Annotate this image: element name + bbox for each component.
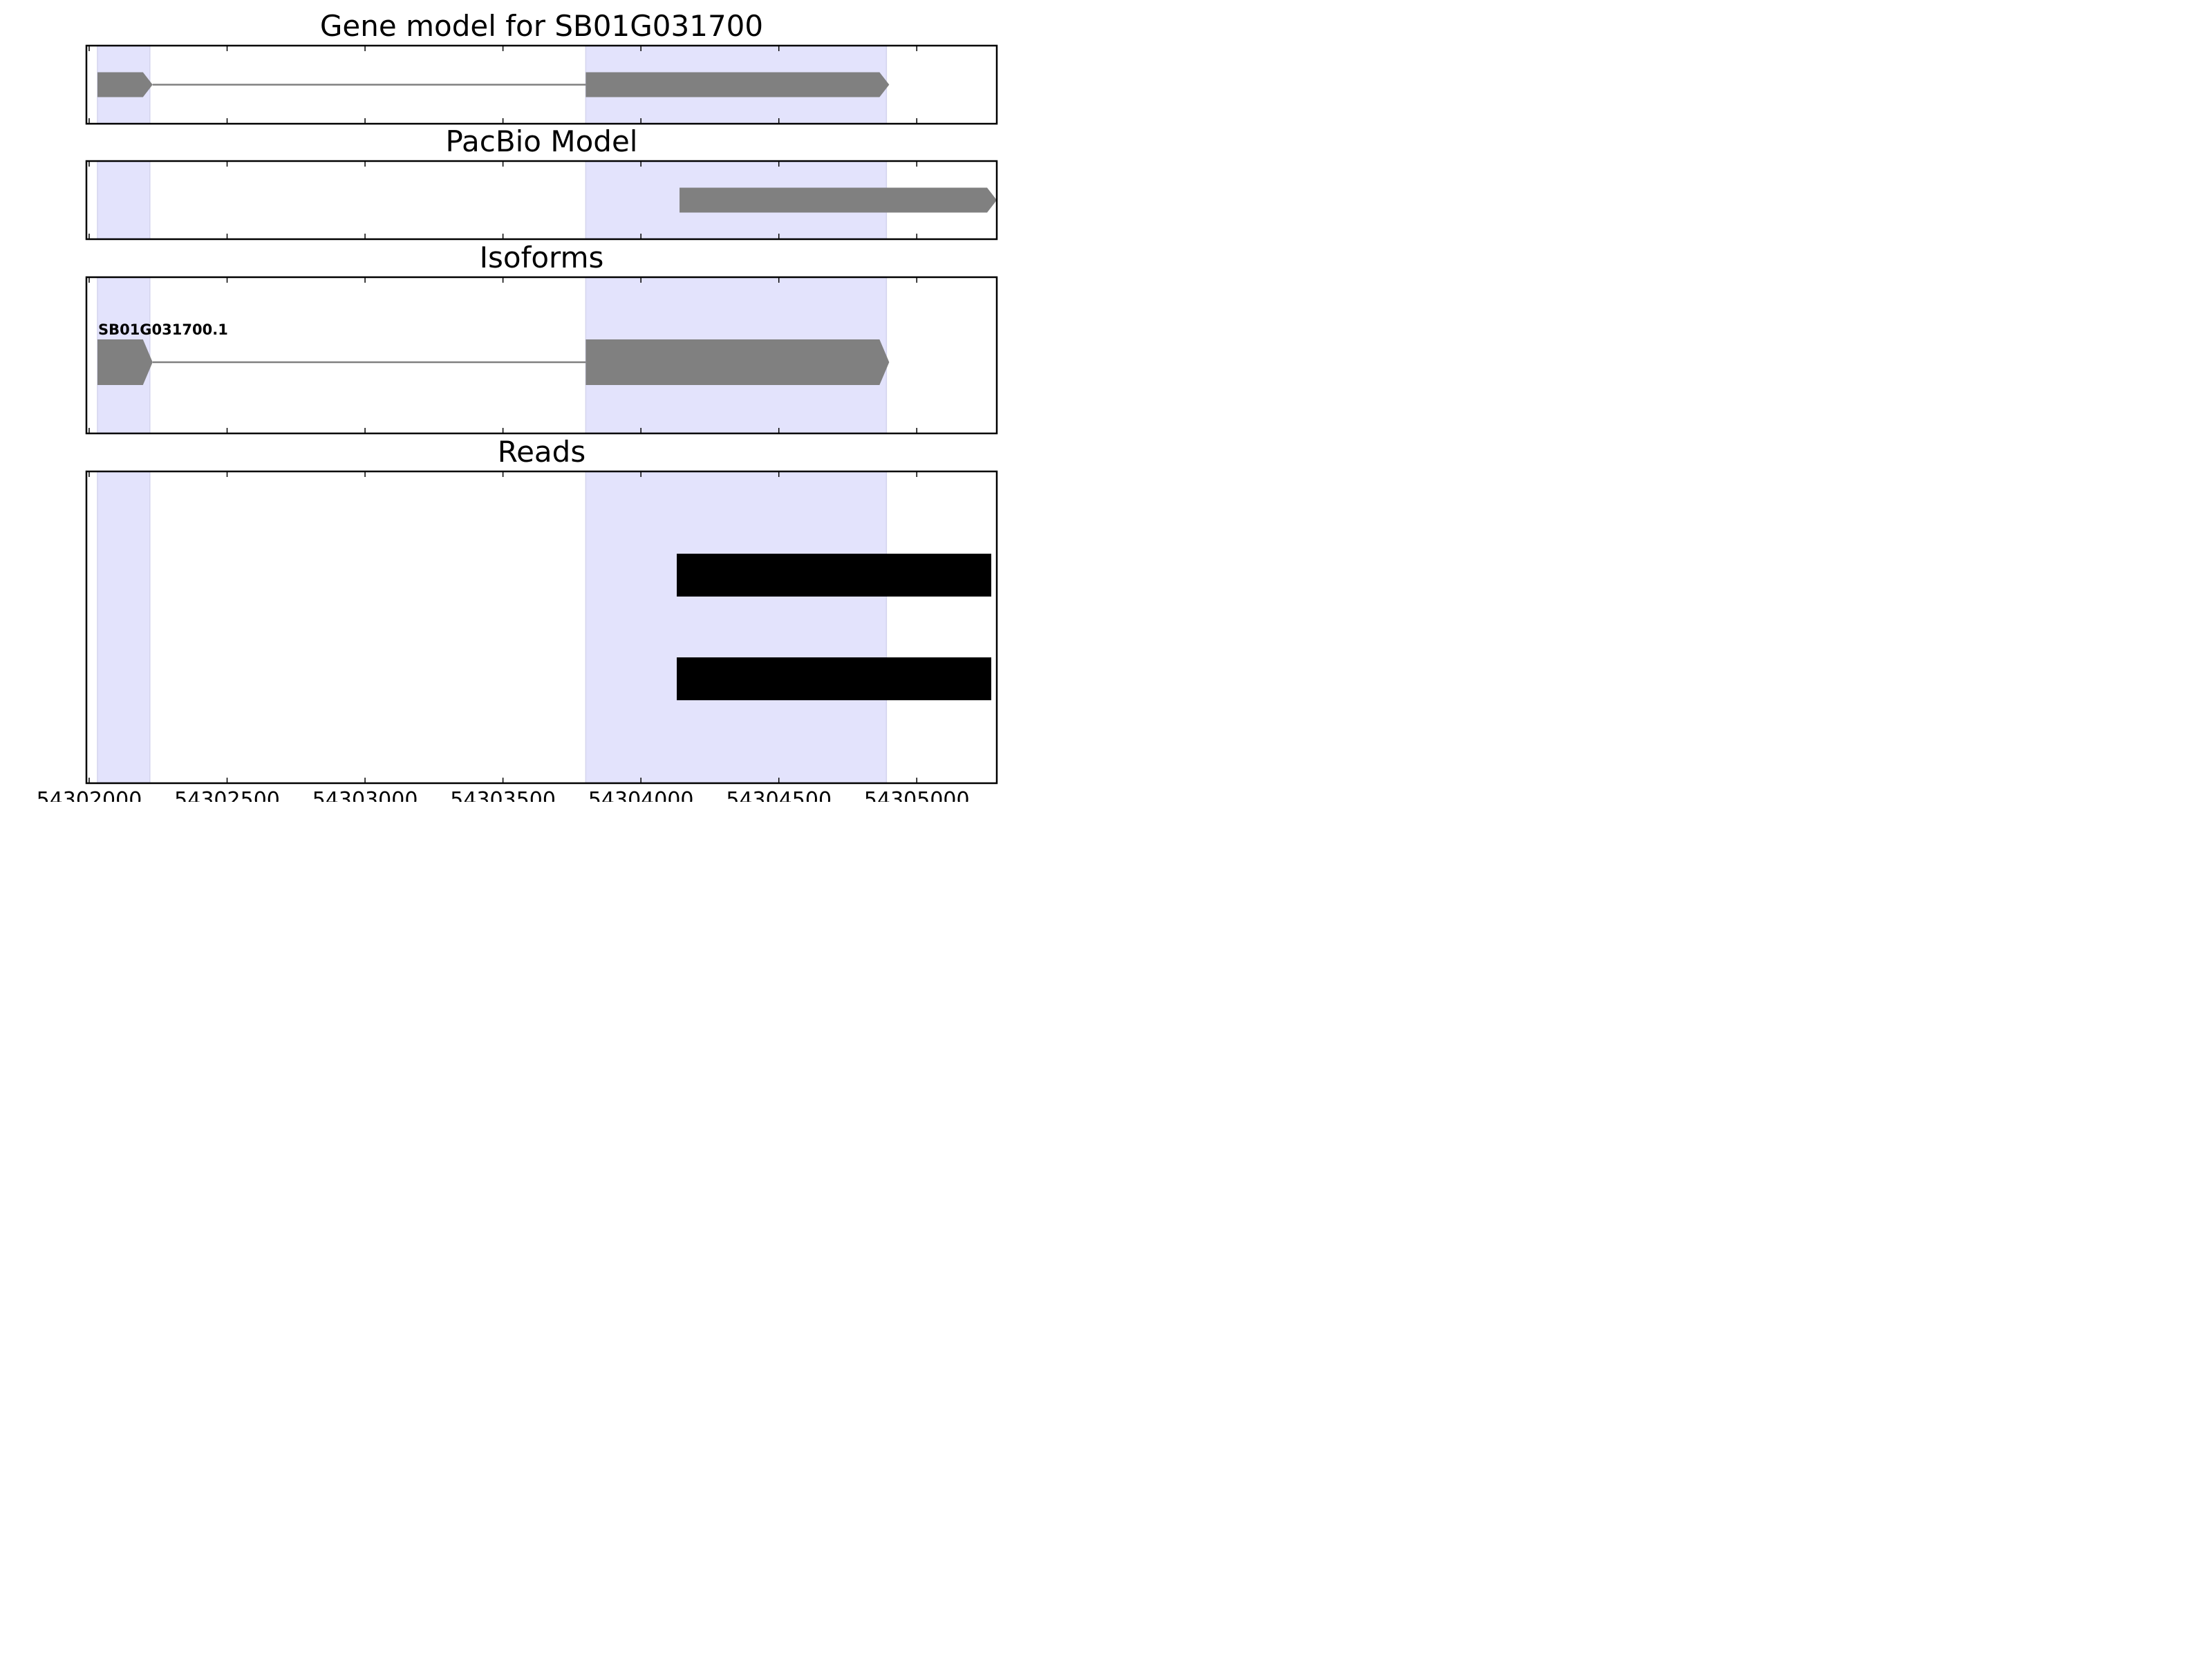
x-tick-label: 54304500 <box>726 788 832 802</box>
x-tick-label: 54302000 <box>37 788 142 802</box>
exon-block <box>679 187 997 213</box>
axes-frame <box>85 160 998 241</box>
highlight-region <box>97 160 151 240</box>
panel-gene-model-0: Gene model for SB01G031700 <box>85 9 998 125</box>
exon-block <box>585 339 890 385</box>
gene-structure-figure: Gene model for SB01G031700 PacBio Model Is… <box>37 9 998 802</box>
axes-frame <box>85 276 998 435</box>
transcript-track: SB01G031700.1 <box>97 321 890 385</box>
panel-gene-model-1: PacBio Model <box>85 124 998 241</box>
x-tick-label: 54304000 <box>588 788 694 802</box>
panel-title: Isoforms <box>480 241 604 274</box>
panel-title: Gene model for SB01G031700 <box>320 9 763 43</box>
transcript-track <box>679 187 997 213</box>
read-bar <box>677 657 992 700</box>
x-tick-label: 54302500 <box>174 788 280 802</box>
read-track <box>677 554 992 597</box>
transcript-track <box>97 72 890 97</box>
axes-frame <box>85 470 998 785</box>
highlight-region <box>97 471 151 784</box>
highlight-region <box>585 471 888 784</box>
exon-block <box>97 339 153 385</box>
read-bar <box>677 554 992 597</box>
panel-isoforms-2: Isoforms SB01G031700.1 <box>85 241 998 435</box>
exon-block <box>585 72 890 97</box>
axes-frame <box>85 44 998 125</box>
exon-block <box>97 72 153 97</box>
x-tick-label: 54303000 <box>312 788 418 802</box>
isoform-label: SB01G031700.1 <box>98 321 228 338</box>
x-tick-label: 54305000 <box>864 788 970 802</box>
panel-title: Reads <box>498 435 585 469</box>
panel-reads-3: Reads <box>85 435 998 785</box>
x-tick-label: 54303500 <box>450 788 556 802</box>
panel-title: PacBio Model <box>446 124 638 158</box>
read-track <box>677 657 992 700</box>
